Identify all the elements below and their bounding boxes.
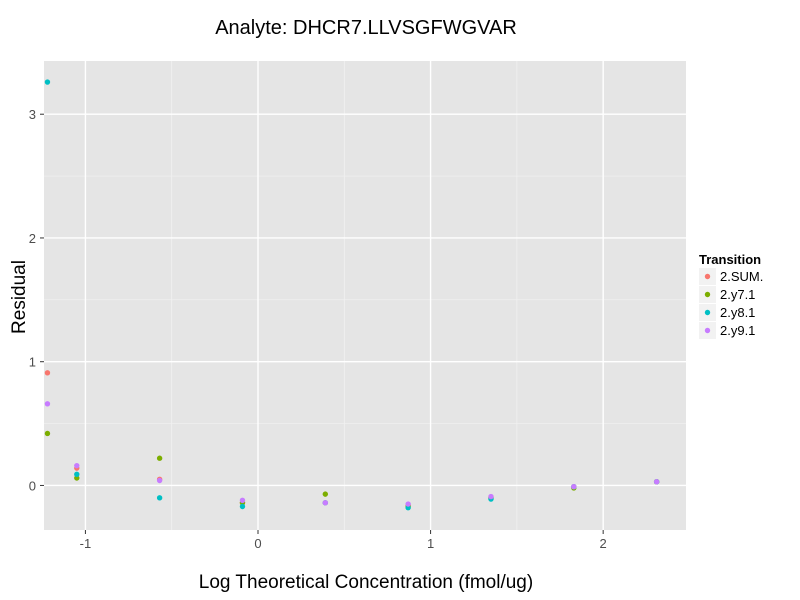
data-point	[44, 370, 51, 376]
data-point	[156, 455, 163, 461]
legend-title: Transition	[699, 252, 761, 267]
data-point	[405, 505, 411, 511]
data-point	[239, 503, 246, 510]
legend-entry-label: 2.y8.1	[720, 305, 755, 320]
data-point	[44, 79, 51, 85]
plot-area	[44, 61, 686, 530]
legend-key-point	[704, 327, 711, 334]
y-tick-label: 0	[29, 478, 36, 493]
data-point	[74, 471, 80, 478]
data-point	[653, 479, 660, 485]
plot-panel	[44, 61, 686, 530]
legend: Transition 2.SUM. 2.y7.1 2.y8.1 2.y9.1	[699, 252, 763, 339]
data-point	[405, 501, 411, 507]
x-tick-label: 0	[254, 536, 261, 551]
y-tick-label: 1	[29, 355, 36, 370]
data-point	[74, 475, 80, 481]
data-point	[571, 483, 577, 490]
chart-title: Analyte: DHCR7.LLVSGFWGVAR	[215, 17, 517, 39]
legend-entry-label: 2.SUM.	[720, 269, 763, 284]
data-point	[44, 430, 51, 437]
data-point	[322, 491, 329, 497]
x-tick-label: 1	[427, 536, 434, 551]
data-point	[239, 497, 246, 504]
data-point	[44, 401, 51, 407]
data-point	[322, 500, 329, 506]
data-point	[156, 495, 163, 501]
data-point	[156, 477, 163, 484]
y-axis-title: Residual	[9, 260, 30, 334]
x-tick-label: -1	[80, 536, 92, 551]
legend-entry-label: 2.y9.1	[720, 323, 755, 338]
legend-key-point	[704, 291, 711, 298]
y-tick-label: 3	[29, 107, 36, 122]
legend-entry-label: 2.y7.1	[720, 287, 755, 302]
x-tick-label: 2	[600, 536, 607, 551]
axes: -1 0 1 2 0 1 2 3	[29, 107, 607, 551]
legend-key-point	[704, 309, 711, 316]
legend-key-point	[704, 273, 711, 280]
data-point	[488, 493, 494, 500]
x-axis-title: Log Theoretical Concentration (fmol/ug)	[199, 572, 533, 593]
y-tick-label: 2	[29, 231, 36, 246]
data-point	[74, 462, 80, 469]
